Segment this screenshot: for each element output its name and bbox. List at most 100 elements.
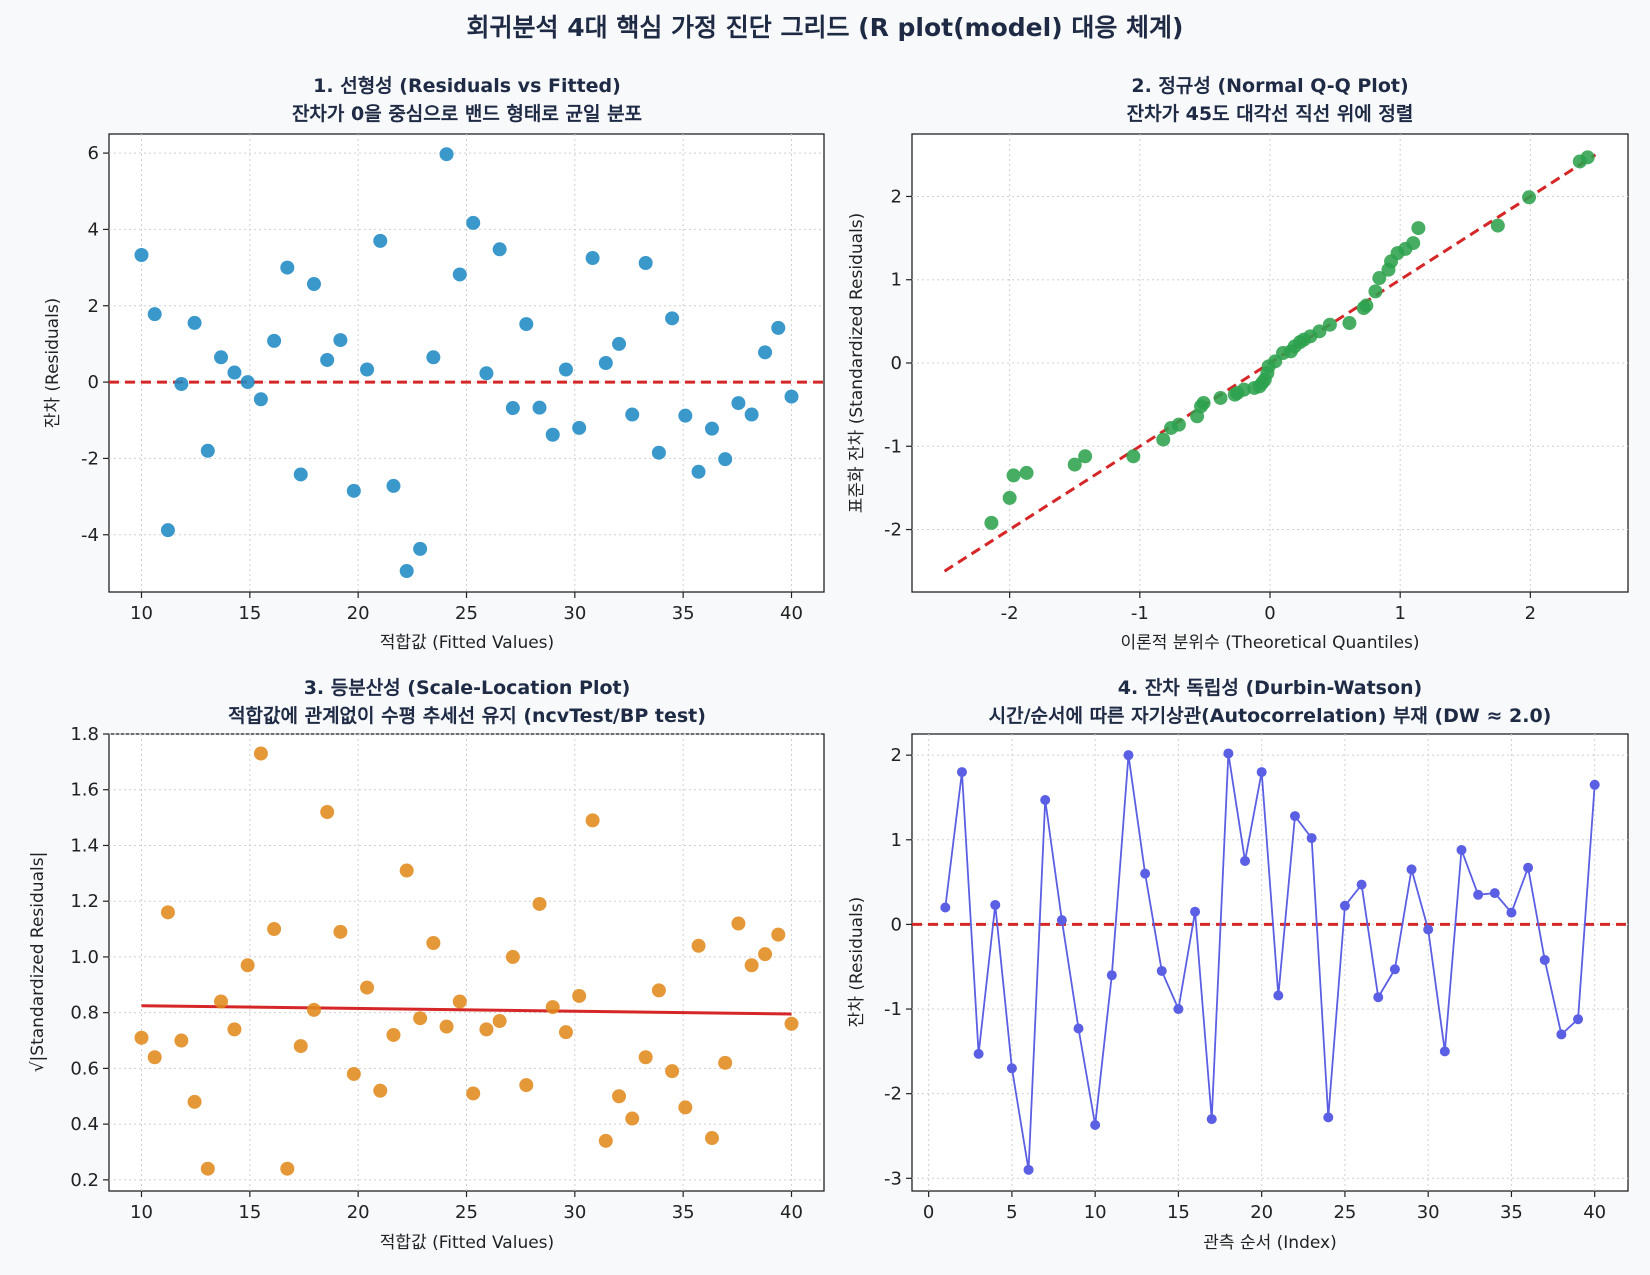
- x-tick-label: 25: [455, 603, 478, 624]
- data-point: [1273, 990, 1284, 1001]
- x-tick-label: 35: [1500, 1202, 1523, 1223]
- data-point: [1006, 1063, 1017, 1074]
- data-point: [174, 1033, 189, 1048]
- y-tick-label: -4: [81, 525, 99, 546]
- data-point: [214, 994, 229, 1009]
- y-tick-label: 2: [88, 296, 99, 317]
- data-point: [1556, 1029, 1567, 1040]
- data-point: [1368, 284, 1383, 299]
- data-point: [1006, 468, 1021, 483]
- x-tick-label: -2: [1001, 603, 1019, 624]
- data-point: [1023, 1164, 1034, 1175]
- data-point: [1073, 1023, 1084, 1034]
- data-point: [558, 1025, 573, 1040]
- data-point: [1406, 236, 1421, 251]
- data-point: [638, 1050, 653, 1065]
- data-point: [320, 352, 335, 367]
- data-point: [134, 1030, 149, 1045]
- y-tick-label: 2: [891, 186, 902, 207]
- data-point: [572, 420, 587, 435]
- panel-normal-qq: 2. 정규성 (Normal Q-Q Plot) 잔차가 45도 대각선 직선 …: [847, 75, 1629, 653]
- y-tick-label: 1: [891, 830, 902, 851]
- data-point: [572, 988, 587, 1003]
- data-point: [200, 1161, 215, 1176]
- data-point: [1423, 924, 1434, 935]
- data-point: [399, 863, 414, 878]
- data-point: [413, 1011, 428, 1026]
- data-point: [1489, 888, 1500, 899]
- panel-residuals-vs-fitted: 1. 선형성 (Residuals vs Fitted) 잔차가 0을 중심으로…: [43, 75, 825, 653]
- data-point: [585, 251, 600, 266]
- data-point: [984, 515, 999, 530]
- data-point: [1196, 395, 1211, 410]
- x-tick-label: 0: [1264, 603, 1275, 624]
- data-point: [466, 1086, 481, 1101]
- data-point: [386, 1027, 401, 1042]
- plot-area: [108, 733, 825, 1192]
- x-axis-label: 관측 순서 (Index): [1203, 1233, 1336, 1253]
- data-point: [280, 260, 295, 275]
- data-point: [426, 350, 441, 365]
- data-point: [505, 401, 520, 416]
- data-point: [346, 483, 361, 498]
- data-point: [1223, 748, 1234, 759]
- x-tick-label: 40: [780, 1202, 803, 1223]
- data-point: [1040, 795, 1051, 806]
- data-point: [1126, 449, 1141, 464]
- data-point: [758, 947, 773, 962]
- data-point: [1342, 316, 1357, 331]
- x-tick-label: 25: [455, 1202, 478, 1223]
- data-point: [532, 400, 547, 415]
- data-point: [940, 902, 951, 913]
- data-point: [214, 350, 229, 365]
- data-point: [399, 564, 414, 579]
- data-point: [1339, 900, 1350, 911]
- data-point: [1213, 390, 1228, 405]
- x-axis-label: 이론적 분위수 (Theoretical Quantiles): [1120, 633, 1419, 653]
- data-point: [439, 147, 454, 162]
- data-point: [558, 362, 573, 377]
- data-point: [665, 311, 680, 326]
- data-point: [691, 938, 706, 953]
- x-tick-label: 10: [1084, 1202, 1107, 1223]
- data-point: [1406, 864, 1417, 875]
- data-point: [134, 247, 149, 262]
- data-point: [227, 365, 242, 380]
- data-point: [320, 805, 335, 820]
- data-point: [1240, 855, 1251, 866]
- data-point: [585, 813, 600, 828]
- data-point: [598, 356, 613, 370]
- panel-subtitle: 잔차가 0을 중심으로 밴드 형태로 균일 분포: [292, 103, 642, 125]
- data-point: [651, 445, 666, 460]
- x-tick-label: 35: [672, 1202, 695, 1223]
- y-tick-label: 0.2: [70, 1170, 99, 1191]
- y-tick-label: 1.2: [70, 891, 99, 912]
- data-point: [1490, 218, 1505, 233]
- data-point: [545, 427, 560, 442]
- data-point: [665, 1064, 680, 1079]
- data-point: [1389, 964, 1400, 975]
- panel-subtitle: 잔차가 45도 대각선 직선 위에 정렬: [1127, 103, 1414, 125]
- data-point: [1539, 954, 1550, 965]
- data-point: [532, 896, 547, 911]
- data-point: [1573, 1014, 1584, 1025]
- data-point: [784, 389, 799, 404]
- data-point: [625, 1111, 640, 1126]
- data-point: [1106, 970, 1117, 981]
- data-point: [1123, 750, 1134, 761]
- data-point: [598, 1133, 613, 1148]
- y-tick-label: -2: [884, 1084, 902, 1105]
- data-point: [784, 1016, 799, 1031]
- x-tick-label: 25: [1333, 1202, 1356, 1223]
- x-tick-label: 40: [1583, 1202, 1606, 1223]
- data-point: [691, 464, 706, 479]
- x-tick-label: 35: [672, 603, 695, 624]
- x-tick-label: 2: [1525, 603, 1536, 624]
- x-tick-label: 40: [780, 603, 803, 624]
- y-tick-label: 0.4: [70, 1114, 99, 1135]
- data-point: [160, 523, 175, 538]
- x-axis-label: 적합값 (Fitted Values): [380, 633, 554, 653]
- data-point: [1067, 457, 1082, 472]
- x-tick-label: 30: [563, 1202, 586, 1223]
